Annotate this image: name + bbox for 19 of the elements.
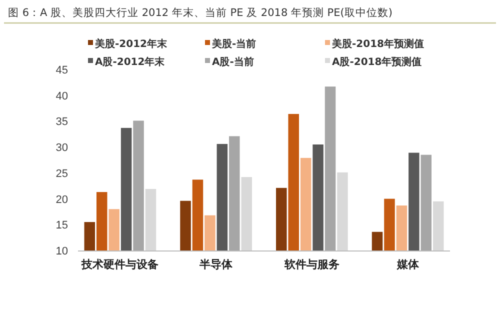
y-tick-label: 10 <box>56 246 68 258</box>
y-tick-label: 25 <box>56 168 68 180</box>
x-tick-label: 半导体 <box>198 258 234 271</box>
y-tick-label: 35 <box>56 116 68 128</box>
chart-title: 图 6：A 股、美股四大行业 2012 年末、当前 PE 及 2018 年预测 PE(取中位数) <box>8 6 392 19</box>
legend-label: A股-2018年预测值 <box>332 56 422 68</box>
legend-label: 美股-2012年末 <box>94 38 168 50</box>
y-tick-label: 15 <box>56 220 68 232</box>
y-tick-label: 30 <box>56 142 68 154</box>
y-tick-label: 40 <box>56 90 68 102</box>
legend-label: A股-2012年末 <box>95 56 166 68</box>
legend-label: 美股-当前 <box>211 38 256 50</box>
x-tick-label: 软件与服务 <box>283 258 340 271</box>
x-tick-label: 技术硬件与设备 <box>80 258 159 271</box>
y-tick-label: 20 <box>56 194 68 206</box>
legend-label: A股-当前 <box>212 56 254 68</box>
legend-label: 美股-2018年预测值 <box>331 38 424 50</box>
y-tick-label: 45 <box>56 64 68 77</box>
x-tick-label: 媒体 <box>396 258 420 271</box>
